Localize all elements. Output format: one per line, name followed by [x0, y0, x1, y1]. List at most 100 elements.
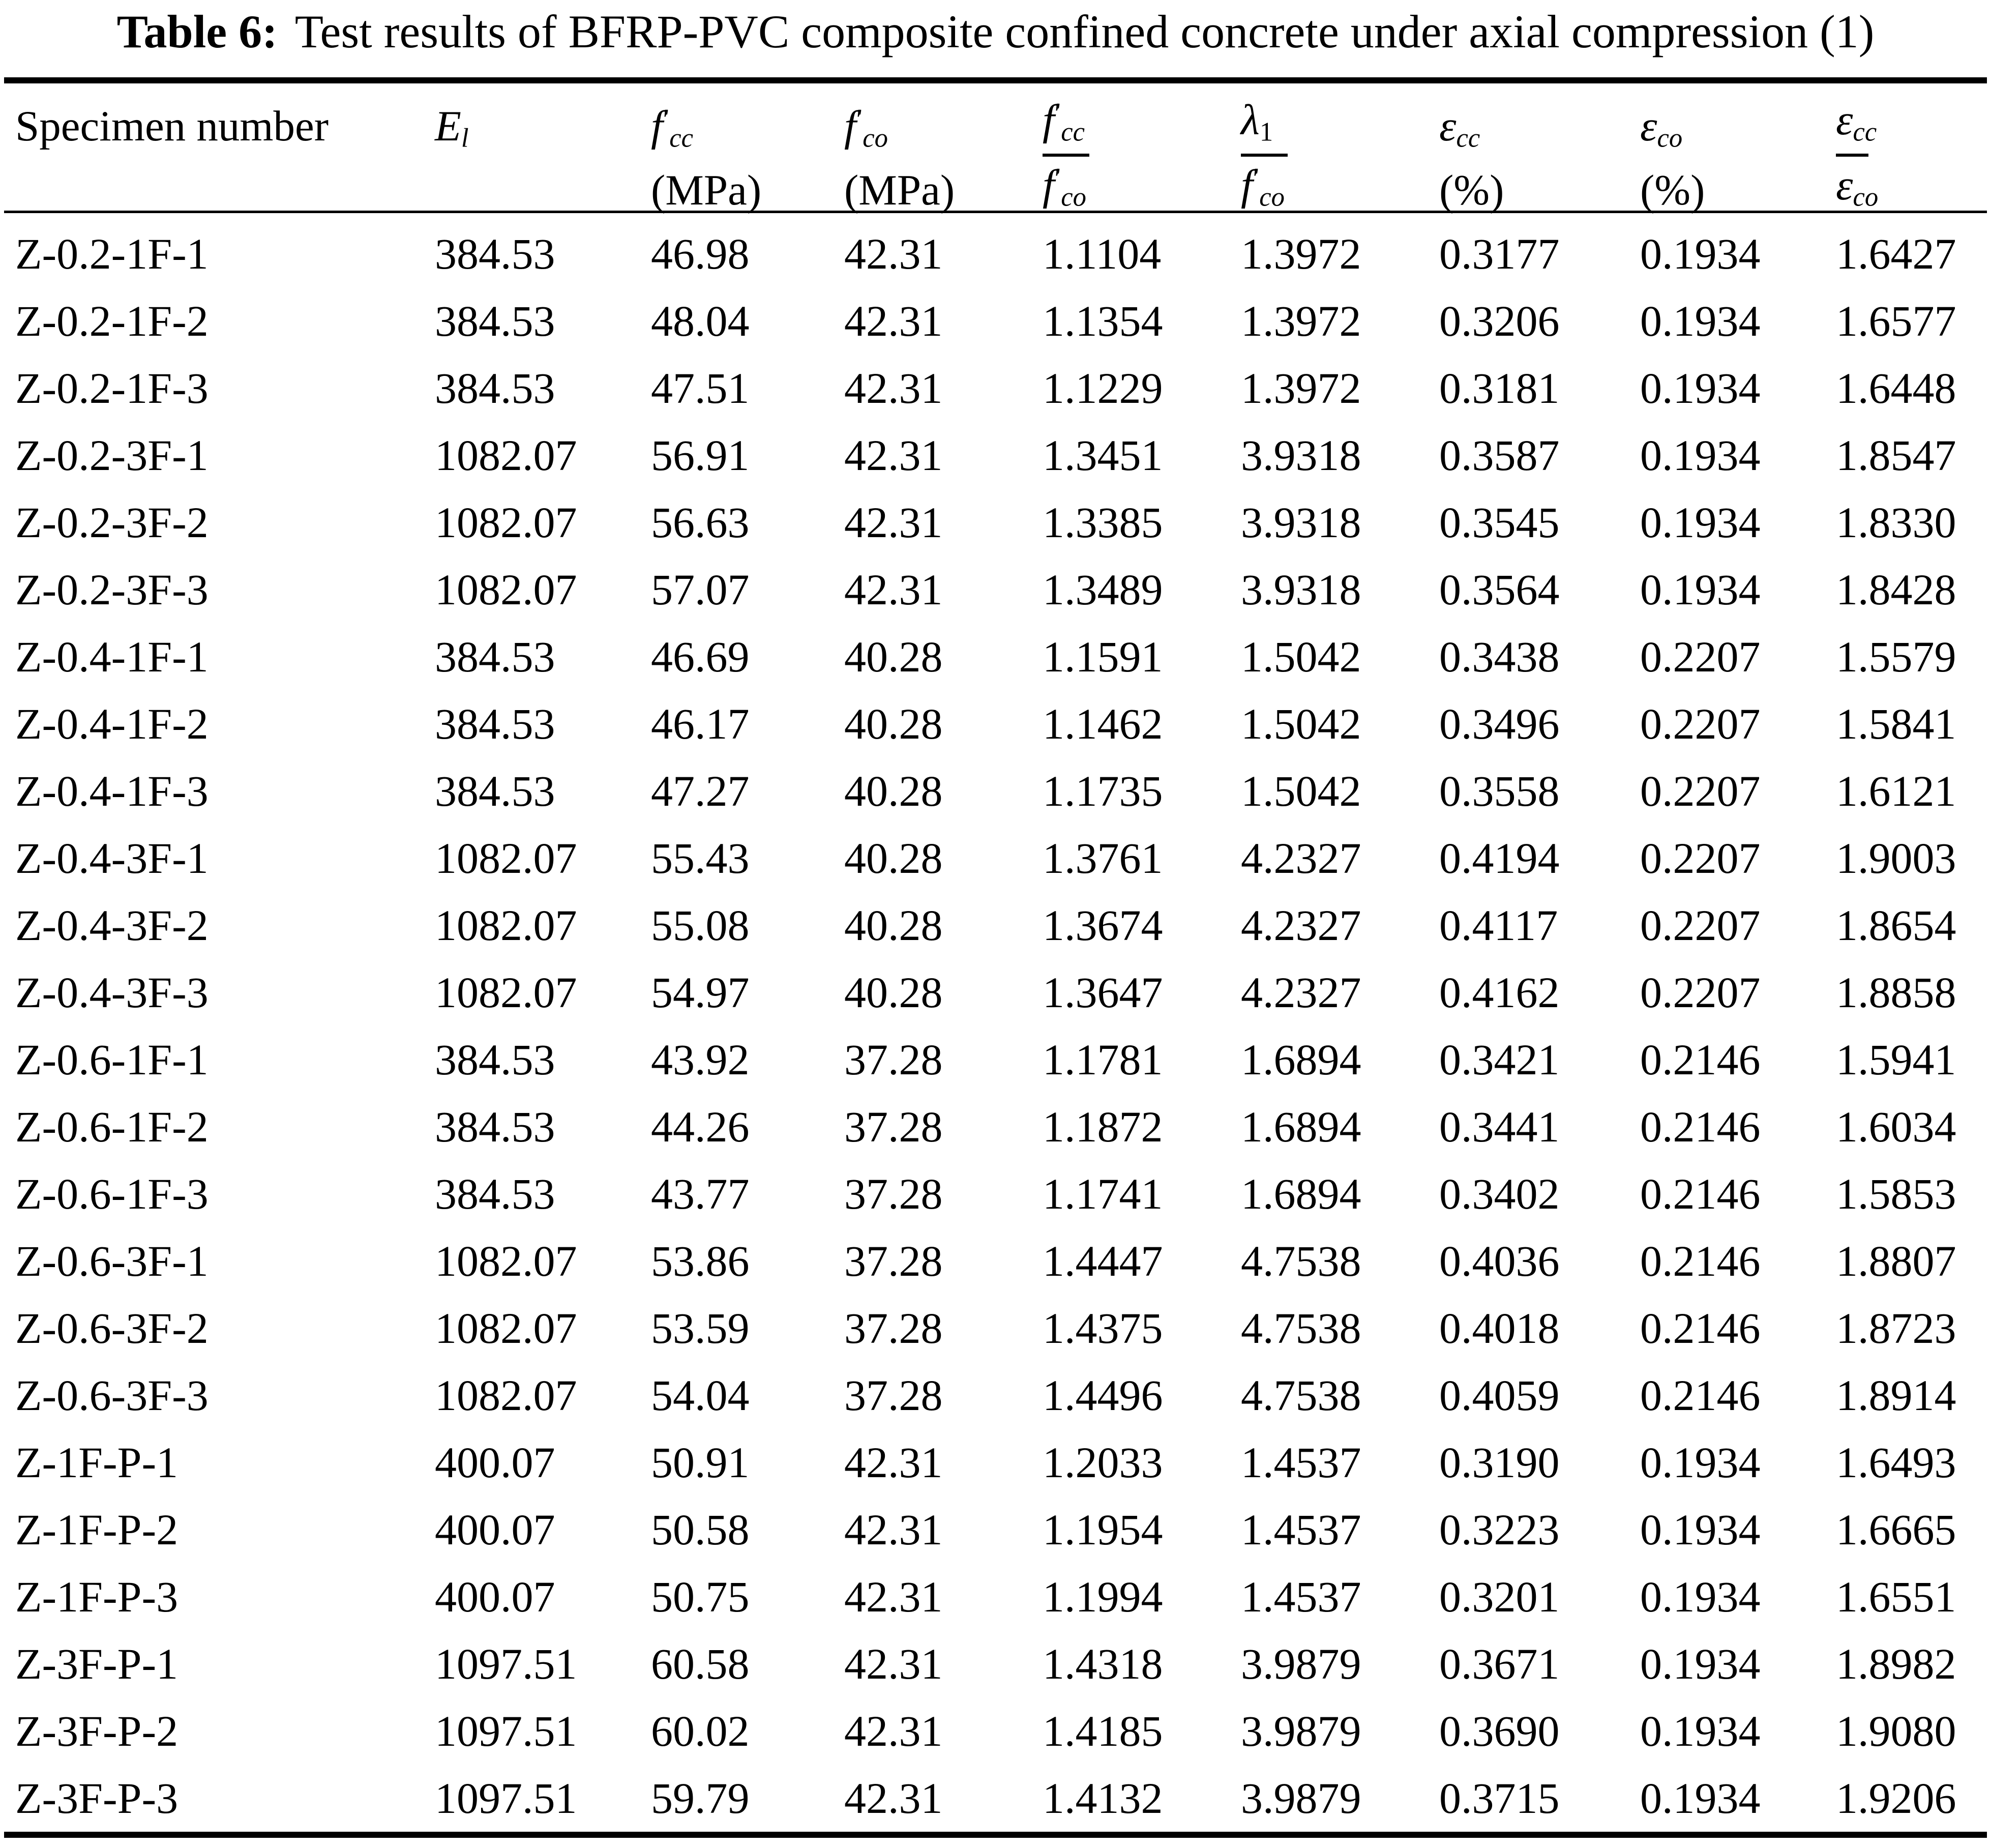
cell-eco: 0.1934	[1640, 297, 1761, 345]
cell-el: 384.53	[435, 364, 555, 413]
cell-fcc-over-fco: 1.1735	[1043, 767, 1163, 815]
header-fco-unit: (MPa)	[844, 166, 955, 215]
cell-ecc-over-eco: 1.8330	[1836, 498, 1956, 547]
cell-eco: 0.1934	[1640, 1639, 1761, 1688]
table-row: Z-0.6-1F-2 384.53 44.26 37.28 1.1872 1.6…	[0, 1093, 1991, 1160]
table-row: Z-0.4-1F-2 384.53 46.17 40.28 1.1462 1.5…	[0, 690, 1991, 757]
cell-ecc: 0.3402	[1439, 1169, 1560, 1218]
cell-ecc-over-eco: 1.8547	[1836, 431, 1956, 480]
cell-fco: 42.31	[844, 364, 943, 413]
table-header-row: Specimen number El f′cc (MPa) f′co (MPa)…	[0, 83, 1991, 215]
cell-lambda1-over-fco: 1.5042	[1241, 632, 1361, 681]
table-row: Z-0.6-1F-1 384.53 43.92 37.28 1.1781 1.6…	[0, 1026, 1991, 1093]
cell-fcc: 57.07	[651, 565, 750, 614]
cell-lambda1-over-fco: 4.7538	[1241, 1304, 1361, 1353]
cell-eco: 0.1934	[1640, 565, 1761, 614]
cell-fcc-over-fco: 1.4447	[1043, 1237, 1163, 1285]
cell-fcc: 54.97	[651, 968, 750, 1017]
cell-eco: 0.1934	[1640, 364, 1761, 413]
cell-eco: 0.2207	[1640, 901, 1761, 950]
cell-ecc-over-eco: 1.8428	[1836, 565, 1956, 614]
cell-eco: 0.2146	[1640, 1371, 1761, 1420]
cell-specimen-number: Z-0.2-1F-3	[15, 364, 209, 413]
cell-lambda1-over-fco: 1.6894	[1241, 1102, 1361, 1151]
cell-specimen-number: Z-0.4-1F-2	[15, 699, 209, 748]
cell-specimen-number: Z-0.6-3F-2	[15, 1304, 209, 1353]
cell-el: 384.53	[435, 767, 555, 815]
cell-fcc-over-fco: 1.1591	[1043, 632, 1163, 681]
cell-ecc: 0.3223	[1439, 1505, 1560, 1554]
cell-fco: 42.31	[844, 297, 943, 345]
cell-lambda1-over-fco: 3.9879	[1241, 1707, 1361, 1755]
table-row: Z-1F-P-1 400.07 50.91 42.31 1.2033 1.453…	[0, 1429, 1991, 1496]
cell-fco: 42.31	[844, 1572, 943, 1621]
cell-fcc-over-fco: 1.3647	[1043, 968, 1163, 1017]
cell-specimen-number: Z-0.4-1F-3	[15, 767, 209, 815]
cell-lambda1-over-fco: 3.9318	[1241, 565, 1361, 614]
header-fcc-over-fco: f′cc f′co	[1043, 83, 1241, 211]
cell-fcc: 43.77	[651, 1169, 750, 1218]
cell-fco: 42.31	[844, 431, 943, 480]
header-eco-unit: (%)	[1640, 166, 1705, 215]
cell-fcc-over-fco: 1.1229	[1043, 364, 1163, 413]
cell-lambda1-over-fco: 4.7538	[1241, 1371, 1361, 1420]
table-caption-text: Test results of BFRP-PVC composite confi…	[294, 6, 1875, 57]
cell-fcc-over-fco: 1.1954	[1043, 1505, 1163, 1554]
cell-ecc: 0.3558	[1439, 767, 1560, 815]
cell-specimen-number: Z-3F-P-3	[15, 1774, 179, 1823]
header-ecc-unit: (%)	[1439, 166, 1504, 215]
cell-ecc: 0.4194	[1439, 834, 1560, 883]
cell-el: 1082.07	[435, 498, 577, 547]
cell-el: 384.53	[435, 1102, 555, 1151]
table-row: Z-0.2-3F-3 1082.07 57.07 42.31 1.3489 3.…	[0, 556, 1991, 623]
cell-ecc-over-eco: 1.6665	[1836, 1505, 1956, 1554]
header-ecc-percent: εcc (%)	[1439, 102, 1504, 215]
cell-ecc-over-eco: 1.6034	[1836, 1102, 1956, 1151]
cell-fco: 40.28	[844, 767, 943, 815]
cell-fco: 42.31	[844, 1438, 943, 1487]
cell-fcc: 54.04	[651, 1371, 750, 1420]
cell-eco: 0.1934	[1640, 498, 1761, 547]
cell-fcc: 56.91	[651, 431, 750, 480]
cell-fcc: 55.43	[651, 834, 750, 883]
cell-ecc: 0.3690	[1439, 1707, 1560, 1755]
cell-el: 1082.07	[435, 1371, 577, 1420]
cell-ecc: 0.3421	[1439, 1035, 1560, 1084]
cell-fcc: 60.58	[651, 1639, 750, 1688]
cell-ecc-over-eco: 1.8982	[1836, 1639, 1956, 1688]
cell-ecc-over-eco: 1.6448	[1836, 364, 1956, 413]
cell-fco: 37.28	[844, 1371, 943, 1420]
cell-ecc-over-eco: 1.8654	[1836, 901, 1956, 950]
table-row: Z-0.6-3F-3 1082.07 54.04 37.28 1.4496 4.…	[0, 1362, 1991, 1429]
cell-fcc: 50.58	[651, 1505, 750, 1554]
cell-fcc-over-fco: 1.4496	[1043, 1371, 1163, 1420]
cell-el: 384.53	[435, 229, 555, 278]
table-row: Z-0.2-1F-3 384.53 47.51 42.31 1.1229 1.3…	[0, 355, 1991, 422]
cell-ecc: 0.4059	[1439, 1371, 1560, 1420]
fraction-bar	[1836, 154, 1868, 157]
table-row: Z-0.4-3F-2 1082.07 55.08 40.28 1.3674 4.…	[0, 892, 1991, 959]
cell-fco: 42.31	[844, 565, 943, 614]
header-el: El	[435, 102, 469, 153]
cell-fcc-over-fco: 1.3761	[1043, 834, 1163, 883]
cell-lambda1-over-fco: 1.4537	[1241, 1505, 1361, 1554]
cell-ecc: 0.4036	[1439, 1237, 1560, 1285]
cell-fco: 37.28	[844, 1102, 943, 1151]
cell-lambda1-over-fco: 1.4537	[1241, 1572, 1361, 1621]
cell-ecc: 0.3587	[1439, 431, 1560, 480]
cell-el: 384.53	[435, 1169, 555, 1218]
table-caption: Table 6: Test results of BFRP-PVC composi…	[0, 0, 1991, 77]
cell-el: 1097.51	[435, 1774, 577, 1823]
cell-specimen-number: Z-0.4-3F-1	[15, 834, 209, 883]
table-row: Z-0.4-3F-3 1082.07 54.97 40.28 1.3647 4.…	[0, 959, 1991, 1026]
cell-specimen-number: Z-0.2-1F-1	[15, 229, 209, 278]
cell-specimen-number: Z-0.6-3F-1	[15, 1237, 209, 1285]
cell-lambda1-over-fco: 1.5042	[1241, 699, 1361, 748]
cell-fco: 37.28	[844, 1169, 943, 1218]
cell-eco: 0.1934	[1640, 1438, 1761, 1487]
cell-ecc: 0.3190	[1439, 1438, 1560, 1487]
cell-lambda1-over-fco: 4.2327	[1241, 901, 1361, 950]
cell-eco: 0.1934	[1640, 1505, 1761, 1554]
cell-lambda1-over-fco: 3.9879	[1241, 1639, 1361, 1688]
